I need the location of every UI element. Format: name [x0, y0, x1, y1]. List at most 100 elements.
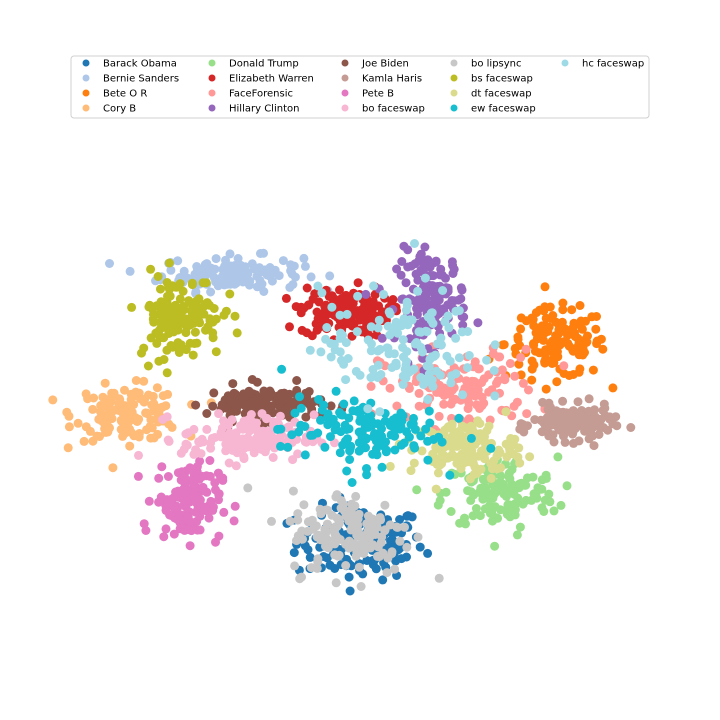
scatter-point [285, 389, 294, 399]
scatter-point [259, 248, 268, 258]
scatter-point [421, 289, 431, 299]
scatter-point [146, 415, 156, 425]
legend-label: hc faceswap [582, 59, 644, 70]
scatter-point [285, 322, 294, 332]
legend-marker [82, 89, 90, 97]
scatter-point [141, 526, 151, 535]
legend-marker [561, 59, 569, 67]
scatter-point [351, 491, 361, 501]
legend: Barack Obama Bernie Sanders Bete O R Cory B… [70, 55, 650, 119]
legend-label: ew faceswap [471, 104, 536, 115]
legend-item: Bernie Sanders [82, 74, 179, 85]
scatter-point [290, 561, 300, 571]
scatter-point [486, 459, 496, 469]
scatter-point [370, 429, 380, 438]
scatter-point [514, 443, 524, 453]
scatter-point [189, 339, 199, 348]
scatter-point [457, 449, 467, 459]
scatter-point [281, 404, 291, 414]
scatter-point [390, 564, 400, 574]
scatter-point [382, 568, 392, 578]
scatter-point [204, 513, 214, 523]
scatter-point [574, 345, 583, 355]
scatter-point [574, 436, 584, 446]
scatter-point [211, 347, 221, 357]
legend-items: Barack Obama Bernie Sanders Bete O R Cory B… [82, 59, 644, 115]
scatter-point [185, 463, 195, 473]
scatter-point [503, 500, 513, 510]
scatter-point [626, 423, 636, 432]
legend-marker [82, 74, 90, 82]
scatter-point [341, 375, 351, 385]
scatter-point [368, 449, 378, 459]
scatter-point [573, 397, 583, 407]
scatter-point [183, 525, 193, 535]
scatter-point [343, 354, 353, 363]
scatter-point [244, 426, 254, 436]
scatter-point [409, 441, 419, 451]
scatter-point [133, 471, 143, 481]
scatter-point [267, 516, 276, 526]
scatter-point [401, 305, 411, 315]
scatter-point [191, 400, 201, 410]
scatter-point [313, 281, 323, 291]
scatter-point [229, 516, 239, 526]
scatter-point [208, 401, 218, 411]
scatter-point [64, 422, 74, 432]
scatter-point [224, 420, 233, 430]
scatter-point [260, 265, 270, 275]
scatter-point [472, 400, 482, 410]
scatter-point [392, 401, 402, 411]
scatter-point [364, 411, 374, 421]
scatter-point [125, 266, 135, 276]
scatter-point [167, 422, 177, 432]
scatter-point [154, 473, 164, 483]
scatter-point [211, 254, 221, 264]
scatter-point [198, 482, 208, 492]
scatter-point [433, 468, 443, 478]
scatter-point [214, 490, 224, 500]
legend-label: dt faceswap [471, 89, 532, 100]
scatter-point [410, 239, 419, 248]
scatter-point [377, 424, 386, 434]
legend-marker [208, 104, 216, 112]
scatter-point [232, 406, 241, 416]
scatter-point [146, 264, 156, 274]
scatter-point [159, 355, 169, 364]
scatter-point [516, 324, 526, 334]
scatter-point [484, 501, 494, 511]
scatter-point [562, 481, 572, 491]
scatter-point [327, 510, 337, 520]
scatter-point [290, 408, 300, 418]
scatter-point [285, 282, 295, 292]
series-pete-b [133, 456, 240, 551]
scatter-point [162, 412, 172, 422]
scatter-point [423, 436, 433, 446]
scatter-point [486, 443, 496, 453]
scatter-point [496, 505, 505, 515]
scatter-point [257, 279, 267, 289]
scatter-point [387, 535, 397, 544]
scatter-point [542, 413, 552, 422]
scatter-point [543, 404, 553, 414]
legend-label: Bernie Sanders [103, 74, 179, 85]
scatter-point [389, 349, 399, 359]
scatter-point [104, 411, 114, 421]
scatter-point [326, 432, 335, 442]
scatter-point [538, 397, 548, 407]
scatter-point [169, 529, 179, 539]
scatter-point [527, 375, 537, 385]
scatter-point [205, 471, 215, 481]
scatter-point [143, 361, 153, 371]
scatter-point [331, 386, 341, 396]
scatter-point [458, 390, 468, 400]
scatter-point [259, 287, 269, 296]
scatter-point [313, 557, 323, 567]
scatter-point [257, 409, 267, 419]
scatter-point [189, 481, 199, 491]
scatter-point [245, 403, 254, 413]
scatter-point [330, 425, 340, 435]
scatter-point [383, 553, 393, 563]
scatter-point [194, 294, 204, 304]
scatter-point [147, 400, 157, 410]
